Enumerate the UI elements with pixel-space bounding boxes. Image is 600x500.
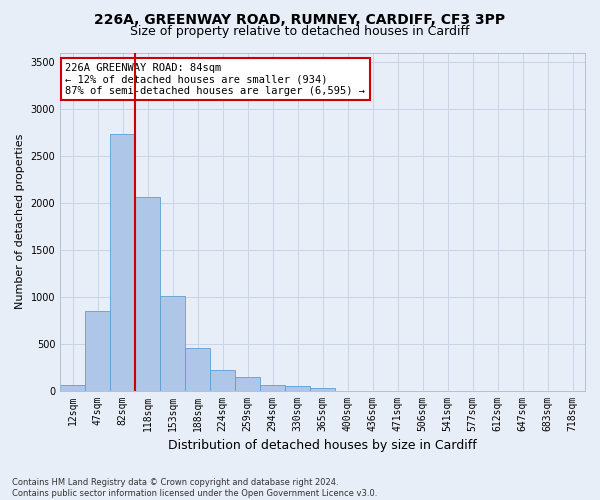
- X-axis label: Distribution of detached houses by size in Cardiff: Distribution of detached houses by size …: [168, 440, 477, 452]
- Text: Size of property relative to detached houses in Cardiff: Size of property relative to detached ho…: [130, 25, 470, 38]
- Bar: [160, 296, 185, 391]
- Text: 226A GREENWAY ROAD: 84sqm
← 12% of detached houses are smaller (934)
87% of semi: 226A GREENWAY ROAD: 84sqm ← 12% of detac…: [65, 62, 365, 96]
- Text: Contains HM Land Registry data © Crown copyright and database right 2024.
Contai: Contains HM Land Registry data © Crown c…: [12, 478, 377, 498]
- Bar: [210, 370, 235, 391]
- Bar: [110, 134, 135, 391]
- Text: 226A, GREENWAY ROAD, RUMNEY, CARDIFF, CF3 3PP: 226A, GREENWAY ROAD, RUMNEY, CARDIFF, CF…: [94, 12, 506, 26]
- Bar: [285, 386, 310, 391]
- Bar: [185, 348, 210, 391]
- Y-axis label: Number of detached properties: Number of detached properties: [15, 134, 25, 310]
- Bar: [85, 310, 110, 391]
- Bar: [60, 386, 85, 391]
- Bar: [235, 377, 260, 391]
- Bar: [310, 388, 335, 391]
- Bar: [135, 198, 160, 391]
- Bar: [260, 385, 285, 391]
